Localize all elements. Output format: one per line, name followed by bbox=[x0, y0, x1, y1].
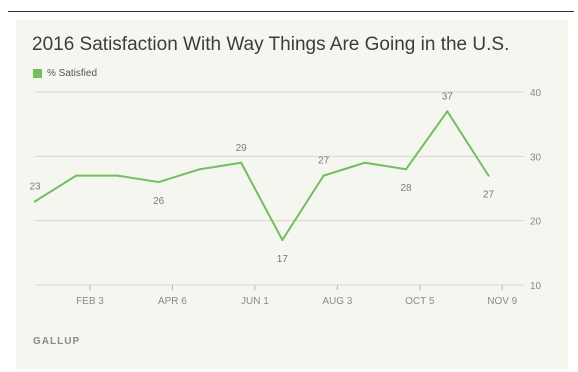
data-label: 37 bbox=[442, 91, 454, 102]
top-rule bbox=[8, 11, 574, 12]
x-tick-label: AUG 3 bbox=[322, 296, 352, 307]
data-point bbox=[363, 161, 366, 164]
x-tick-label: FEB 3 bbox=[76, 296, 104, 307]
y-tick-label: 10 bbox=[530, 281, 542, 292]
data-label: 26 bbox=[153, 196, 165, 207]
legend: % Satisfied bbox=[33, 67, 97, 79]
data-point bbox=[240, 161, 243, 164]
data-label: 28 bbox=[400, 183, 412, 194]
data-point bbox=[116, 174, 119, 177]
data-point bbox=[157, 181, 160, 184]
data-label: 23 bbox=[29, 181, 41, 192]
y-tick-label: 20 bbox=[530, 217, 542, 228]
x-tick-label: OCT 5 bbox=[405, 296, 435, 307]
data-point bbox=[487, 174, 490, 177]
data-point bbox=[322, 174, 325, 177]
data-label: 29 bbox=[236, 143, 248, 154]
legend-label: % Satisfied bbox=[47, 67, 98, 79]
data-label: 17 bbox=[277, 254, 289, 265]
y-tick-label: 40 bbox=[530, 88, 542, 99]
chart-title: 2016 Satisfaction With Way Things Are Go… bbox=[32, 34, 510, 55]
data-point bbox=[281, 238, 284, 241]
data-point bbox=[405, 168, 408, 171]
data-point bbox=[34, 200, 36, 203]
y-tick-label: 30 bbox=[530, 152, 542, 163]
data-label: 27 bbox=[483, 190, 495, 201]
data-point bbox=[75, 174, 78, 177]
data-label: 27 bbox=[318, 156, 330, 167]
data-point bbox=[198, 168, 201, 171]
line-chart: 10 20 30 40 FEB 3 APR 6 JUN 1 AUG 3 OCT 5 NOV 9 23… bbox=[29, 88, 542, 307]
chart-panel: 2016 Satisfaction With Way Things Are Go… bbox=[16, 20, 568, 369]
legend-swatch bbox=[33, 68, 42, 78]
data-point bbox=[446, 110, 449, 113]
source-label: GALLUP bbox=[33, 336, 81, 347]
x-tick-label: APR 6 bbox=[158, 296, 187, 307]
x-tick-label: JUN 1 bbox=[241, 296, 269, 307]
series-line bbox=[34, 110, 490, 241]
x-tick-label: NOV 9 bbox=[487, 296, 517, 307]
